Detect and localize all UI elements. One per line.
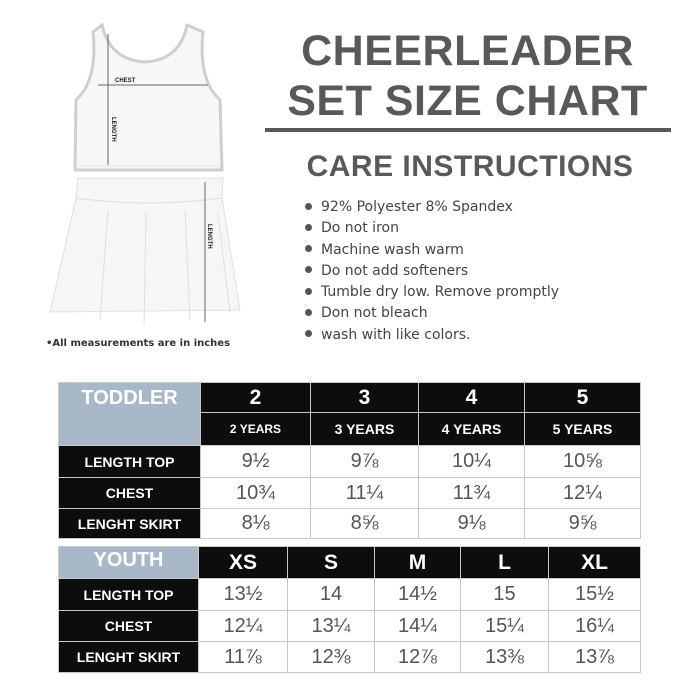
row-label: LENGTH TOP (58, 578, 199, 611)
youth-size-table: YOUTH XS S M L XL LENGTH TOP 13½ 14 14½ … (58, 546, 641, 673)
cell: 13⅞ (548, 641, 641, 673)
cell: 10¾ (200, 477, 311, 509)
bullet-icon (305, 330, 312, 338)
cell: 8⅝ (310, 508, 419, 539)
page-title-line1: CHEERLEADER (301, 27, 634, 75)
chest-label: CHEST (115, 78, 136, 84)
care-item: Do not iron (305, 218, 559, 239)
cell: 13⅜ (460, 641, 549, 673)
table-row: CHEST 12¼ 13¼ 14¼ 15¼ 16¼ (58, 610, 641, 642)
care-list: 92% Polyester 8% Spandex Do not iron Mac… (305, 197, 559, 346)
cell: 14½ (374, 578, 461, 611)
cell: 11⅞ (198, 641, 288, 673)
row-label: LENGHT SKIRT (58, 641, 199, 673)
cell: 13¼ (287, 610, 375, 642)
cell: 9⅛ (418, 508, 525, 539)
table-row: LENGHT SKIRT 8⅛ 8⅝ 9⅛ 9⅝ (58, 508, 641, 539)
bullet-icon (305, 287, 312, 295)
cell: 11¾ (418, 477, 525, 509)
care-item: Don not bleach (305, 303, 559, 324)
toddler-group-label: TODDLER (58, 382, 201, 446)
row-label: CHEST (58, 610, 199, 642)
care-item: Machine wash warm (305, 240, 559, 261)
cell: 14¼ (374, 610, 461, 642)
bullet-icon (305, 308, 312, 316)
size-header: 5 (524, 382, 641, 413)
size-header: L (460, 546, 549, 579)
cheerleader-set-illustration: CHEST LENGTH LENGTH (49, 22, 241, 326)
cell: 8⅛ (200, 508, 311, 539)
table-row: CHEST 10¾ 11¼ 11¾ 12¼ (58, 477, 641, 509)
age-header: 3 YEARS (310, 412, 419, 446)
size-header: S (287, 546, 375, 579)
care-item: Do not add softeners (305, 261, 559, 282)
cell: 15¼ (460, 610, 549, 642)
care-item: 92% Polyester 8% Spandex (305, 197, 559, 218)
table-row: LENGTH TOP 9½ 9⅞ 10¼ 10⅝ (58, 445, 641, 478)
cell: 12¼ (198, 610, 288, 642)
cell: 9½ (200, 445, 311, 478)
size-header: XS (198, 546, 288, 579)
bullet-icon (305, 223, 312, 231)
title-divider (265, 128, 671, 132)
row-label: LENGTH TOP (58, 445, 201, 478)
cell: 13½ (198, 578, 288, 611)
cell: 9⅝ (524, 508, 641, 539)
age-header: 2 YEARS (200, 412, 311, 446)
cell: 14 (287, 578, 375, 611)
bullet-icon (305, 266, 312, 274)
measurement-note: •All measurements are in inches (46, 338, 231, 349)
youth-group-label: YOUTH (58, 546, 199, 579)
toddler-size-table: TODDLER 2 3 4 5 2 YEARS 3 YEARS 4 YEARS … (58, 382, 641, 539)
row-label: LENGHT SKIRT (58, 508, 201, 539)
care-item: wash with like colors. (305, 325, 559, 346)
table-row: LENGTH TOP 13½ 14 14½ 15 15½ (58, 578, 641, 611)
age-header: 4 YEARS (418, 412, 525, 446)
cell: 9⅞ (310, 445, 419, 478)
size-header: 3 (310, 382, 419, 413)
cell: 12⅜ (287, 641, 375, 673)
bullet-icon (305, 202, 312, 210)
size-header: 4 (418, 382, 525, 413)
skirt-length-label: LENGTH (206, 224, 212, 249)
cell: 12¼ (524, 477, 641, 509)
care-item: Tumble dry low. Remove promptly (305, 282, 559, 303)
table-row: LENGHT SKIRT 11⅞ 12⅜ 12⅞ 13⅜ 13⅞ (58, 641, 641, 673)
size-header: 2 (200, 382, 311, 413)
crop-top-image (73, 22, 224, 172)
age-header: 5 YEARS (524, 412, 641, 446)
skirt-image (49, 177, 241, 326)
cell: 16¼ (548, 610, 641, 642)
cell: 15 (460, 578, 549, 611)
care-heading: CARE INSTRUCTIONS (306, 150, 634, 183)
size-header: XL (548, 546, 641, 579)
cell: 12⅞ (374, 641, 461, 673)
cell: 10¼ (418, 445, 525, 478)
cell: 11¼ (310, 477, 419, 509)
cell: 10⅝ (524, 445, 641, 478)
page-title-line2: SET SIZE CHART (287, 77, 648, 125)
bullet-icon (305, 245, 312, 253)
cell: 15½ (548, 578, 641, 611)
size-header: M (374, 546, 461, 579)
row-label: CHEST (58, 477, 201, 509)
top-length-label: LENGTH (110, 117, 116, 142)
